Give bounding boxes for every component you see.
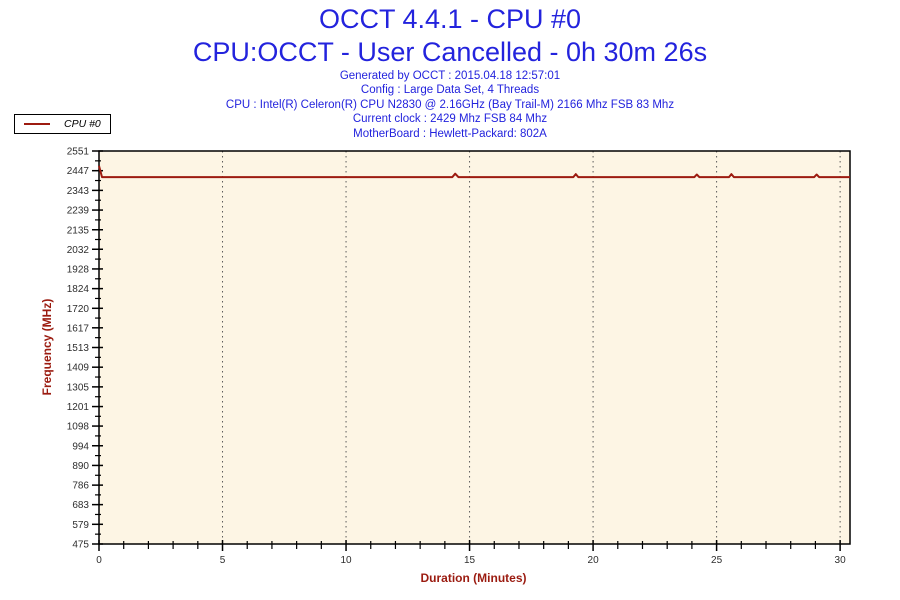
y-axis-tick-label: 2447 [67, 166, 90, 177]
info-cpu: CPU : Intel(R) Celeron(R) CPU N2830 @ 2.… [225, 98, 675, 111]
x-axis-tick-label: 5 [220, 555, 226, 566]
y-axis-tick-label: 1824 [67, 284, 90, 295]
x-axis-title: Duration (Minutes) [421, 571, 527, 585]
y-axis-tick-label: 475 [72, 540, 89, 551]
y-axis-tick-label: 683 [72, 500, 89, 511]
y-axis-tick-label: 1098 [67, 422, 90, 433]
info-generated: Generated by OCCT : 2015.04.18 12:57:01 [339, 70, 561, 82]
y-axis-tick-label: 2032 [67, 245, 90, 256]
legend-box: CPU #0 [14, 114, 111, 134]
x-axis-tick-label: 0 [96, 555, 102, 566]
y-axis-tick-label: 2135 [67, 225, 90, 236]
y-axis-tick-label: 786 [72, 481, 89, 492]
plot-border [98, 150, 851, 545]
y-axis-tick-label: 2551 [67, 147, 90, 158]
info-config: Config : Large Data Set, 4 Threads [360, 84, 540, 97]
info-current-clock: Current clock : 2429 Mhz FSB 84 Mhz [352, 113, 548, 126]
info-motherboard: MotherBoard : Hewlett-Packard: 802A [353, 127, 547, 140]
y-axis-tick-label: 890 [72, 461, 89, 472]
legend-label: CPU #0 [64, 118, 101, 130]
y-axis-tick-label: 1409 [67, 363, 90, 374]
y-axis-tick-label: 1720 [67, 304, 90, 315]
x-axis-tick-label: 10 [340, 555, 352, 566]
y-axis-tick-label: 1928 [67, 264, 90, 275]
x-axis-tick-label: 30 [835, 555, 847, 566]
x-axis-tick-label: 15 [464, 555, 476, 566]
series-line-cpu-0 [98, 165, 850, 179]
y-axis-tick-label: 2239 [67, 206, 90, 217]
legend-line-sample [24, 123, 50, 125]
y-axis-tick-label: 1617 [67, 323, 90, 334]
x-axis-tick-label: 20 [588, 555, 600, 566]
report-subtitle: CPU:OCCT - User Cancelled - 0h 30m 26s [192, 37, 708, 67]
y-axis-tick-label: 1201 [67, 402, 90, 413]
report-title: OCCT 4.4.1 - CPU #0 [318, 4, 582, 34]
y-axis-tick-label: 1513 [67, 343, 90, 354]
y-axis-tick-label: 579 [72, 520, 89, 531]
y-axis-title: Frequency (MHz) [40, 299, 54, 396]
y-axis-tick-label: 2343 [67, 186, 90, 197]
x-axis-tick-label: 25 [711, 555, 723, 566]
y-axis-tick-label: 994 [72, 441, 89, 452]
report-header: OCCT 4.4.1 - CPU #0 CPU:OCCT - User Canc… [0, 0, 900, 141]
plot-area [99, 151, 850, 544]
y-axis-tick-label: 1305 [67, 382, 90, 393]
